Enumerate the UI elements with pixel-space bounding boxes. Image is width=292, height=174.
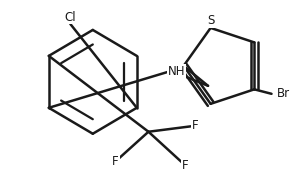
Text: S: S bbox=[207, 14, 214, 27]
Text: F: F bbox=[192, 119, 199, 132]
Text: Br: Br bbox=[277, 87, 290, 100]
Text: F: F bbox=[112, 155, 119, 168]
Text: NH: NH bbox=[168, 65, 185, 78]
Text: F: F bbox=[182, 159, 189, 172]
Text: Cl: Cl bbox=[65, 10, 76, 23]
